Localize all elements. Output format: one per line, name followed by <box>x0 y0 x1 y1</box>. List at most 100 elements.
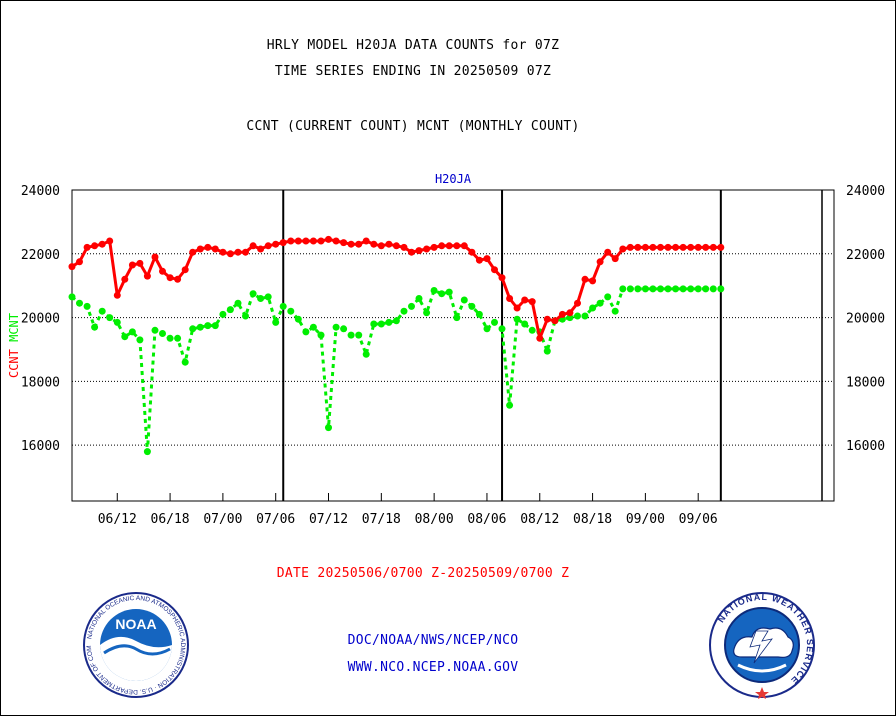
data-point-ccnt <box>400 243 408 251</box>
data-point-ccnt <box>347 240 355 248</box>
data-point-mcnt <box>475 310 483 318</box>
data-point-mcnt <box>91 323 99 331</box>
data-point-ccnt <box>687 243 695 251</box>
data-point-ccnt <box>189 248 197 256</box>
data-point-mcnt <box>279 302 287 310</box>
data-point-mcnt <box>287 307 295 315</box>
data-point-mcnt <box>415 295 423 302</box>
data-point-mcnt <box>619 285 627 293</box>
data-point-mcnt <box>438 290 446 298</box>
data-point-mcnt <box>355 331 363 339</box>
data-point-ccnt <box>68 263 76 271</box>
data-point-ccnt <box>181 266 189 274</box>
data-point-mcnt <box>657 285 664 293</box>
data-point-ccnt <box>664 243 672 251</box>
data-point-mcnt <box>370 320 378 328</box>
data-point-ccnt <box>98 240 106 248</box>
data-point-ccnt <box>362 237 370 245</box>
data-point-ccnt <box>332 237 340 245</box>
nws-logo: NATIONAL WEATHER SERVICE <box>709 592 815 699</box>
data-point-mcnt <box>581 312 589 320</box>
data-point-mcnt <box>166 334 174 342</box>
data-point-ccnt <box>694 243 702 251</box>
data-point-mcnt <box>694 285 702 293</box>
data-point-ccnt <box>543 315 551 323</box>
data-point-mcnt <box>408 302 415 310</box>
data-point-ccnt <box>475 256 483 264</box>
data-point-ccnt <box>151 253 159 261</box>
data-point-mcnt <box>189 325 197 333</box>
y-tick-label-left: 20000 <box>21 312 60 327</box>
data-point-mcnt <box>626 285 634 293</box>
data-point-mcnt <box>68 293 76 301</box>
data-point-mcnt <box>362 350 370 358</box>
y-tick-label-right: 22000 <box>846 248 885 263</box>
data-point-mcnt <box>106 314 114 322</box>
data-point-mcnt <box>325 424 332 432</box>
data-point-ccnt <box>619 245 627 253</box>
data-point-mcnt <box>423 309 431 317</box>
data-point-ccnt <box>589 277 597 285</box>
data-point-mcnt <box>672 285 680 293</box>
data-point-mcnt <box>679 285 687 293</box>
data-point-ccnt <box>513 304 521 312</box>
data-point-ccnt <box>249 242 257 250</box>
series-line-ccnt <box>71 237 721 340</box>
data-point-mcnt <box>83 302 91 310</box>
data-point-mcnt <box>717 285 725 293</box>
data-point-mcnt <box>634 285 642 293</box>
data-point-mcnt <box>76 299 83 307</box>
data-point-mcnt <box>181 358 189 366</box>
data-point-ccnt <box>445 242 453 250</box>
x-tick-label: 07/18 <box>362 512 401 527</box>
data-point-ccnt <box>528 298 536 306</box>
data-point-mcnt <box>483 325 491 333</box>
data-point-mcnt <box>521 320 529 328</box>
y-label-mcnt: MCNT <box>7 313 21 342</box>
data-point-mcnt <box>309 323 317 331</box>
data-point-mcnt <box>566 314 574 322</box>
data-point-ccnt <box>415 247 423 255</box>
x-tick-label: 06/12 <box>98 512 137 527</box>
data-point-mcnt <box>491 318 498 326</box>
data-point-ccnt <box>521 296 529 304</box>
data-point-mcnt <box>498 325 506 333</box>
data-point-mcnt <box>249 290 257 298</box>
data-point-ccnt <box>211 245 219 253</box>
y-tick-label-left: 22000 <box>21 248 60 263</box>
data-point-ccnt <box>309 237 317 245</box>
data-point-ccnt <box>166 274 174 282</box>
data-point-ccnt <box>294 237 302 245</box>
data-point-ccnt <box>226 250 234 258</box>
data-point-mcnt <box>430 287 438 294</box>
data-point-ccnt <box>234 248 242 256</box>
data-point-ccnt <box>370 240 378 248</box>
data-point-mcnt <box>159 330 166 337</box>
data-point-ccnt <box>83 243 91 251</box>
data-point-mcnt <box>460 296 468 304</box>
data-point-ccnt <box>468 248 476 256</box>
data-point-ccnt <box>604 248 612 256</box>
data-point-ccnt <box>498 274 506 282</box>
data-point-mcnt <box>151 326 159 334</box>
x-tick-label: 08/00 <box>415 512 454 527</box>
y-tick-label-right: 24000 <box>846 184 885 199</box>
data-point-mcnt <box>536 328 544 336</box>
data-point-ccnt <box>558 310 566 318</box>
data-point-ccnt <box>91 242 99 250</box>
data-point-ccnt <box>566 309 574 317</box>
data-point-mcnt <box>687 285 695 293</box>
data-point-mcnt <box>558 315 566 323</box>
y-tick-label-left: 24000 <box>21 184 60 199</box>
data-point-ccnt <box>649 243 657 251</box>
x-tick-label: 09/06 <box>679 512 718 527</box>
data-point-ccnt <box>506 295 514 302</box>
website-link[interactable]: WWW.NCO.NCEP.NOAA.GOV <box>347 660 519 675</box>
data-point-ccnt <box>279 239 287 247</box>
x-tick-label: 08/06 <box>467 512 506 527</box>
data-point-ccnt <box>423 245 431 253</box>
data-point-ccnt <box>287 237 295 245</box>
data-point-mcnt <box>211 322 219 330</box>
data-point-mcnt <box>143 448 151 456</box>
